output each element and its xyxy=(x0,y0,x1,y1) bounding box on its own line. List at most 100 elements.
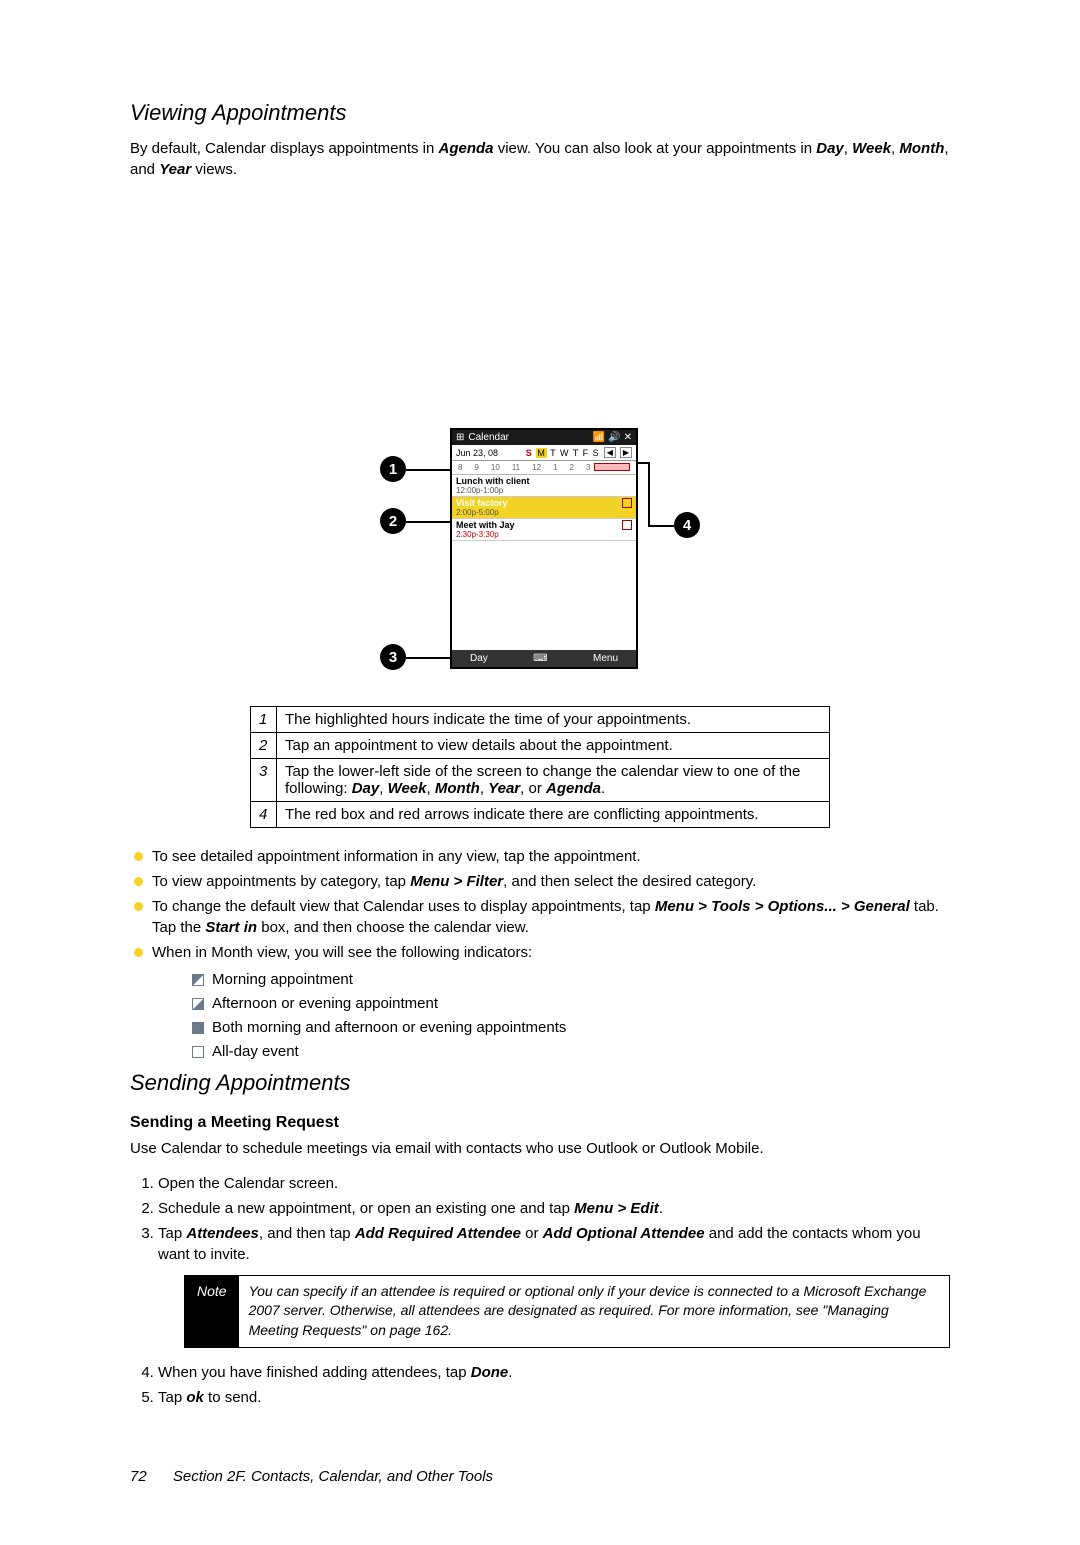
meeting-request-intro: Use Calendar to schedule meetings via em… xyxy=(130,1138,950,1159)
text: By default, Calendar displays appointmen… xyxy=(130,140,439,157)
legend-num: 2 xyxy=(251,733,277,759)
text: . xyxy=(508,1364,512,1381)
term: ok xyxy=(186,1389,204,1406)
device-titlebar: ⊞ Calendar 📶 🔊 ✕ xyxy=(452,430,636,445)
prev-arrow-icon: ◀ xyxy=(604,447,616,458)
callout-2: 2 xyxy=(380,508,406,534)
callout-line xyxy=(406,521,454,523)
conflict-icon xyxy=(622,498,632,508)
list-item: Open the Calendar screen. xyxy=(158,1173,950,1194)
term-year: Year xyxy=(159,161,191,178)
appt-2-title: Visit factory xyxy=(456,498,632,508)
text: to send. xyxy=(204,1389,262,1406)
text: , xyxy=(844,140,852,157)
text: To view appointments by category, tap xyxy=(152,873,410,890)
bullet-list: To see detailed appointment information … xyxy=(130,846,950,1064)
legend-text: The red box and red arrows indicate ther… xyxy=(277,802,830,828)
hours-highlight xyxy=(594,463,630,471)
appt-2: Visit factory 2:00p-5:00p xyxy=(452,497,636,519)
device-dow: S M T W T F S xyxy=(526,448,600,458)
windows-icon: ⊞ xyxy=(456,432,464,443)
page-number: 72 xyxy=(130,1468,147,1485)
dow-mon: M xyxy=(536,448,547,458)
list-item: To change the default view that Calendar… xyxy=(130,896,950,940)
list-item: Tap ok to send. xyxy=(158,1387,950,1408)
term-agenda: Agenda xyxy=(546,780,601,797)
term-month: Month xyxy=(435,780,480,797)
text: or xyxy=(521,1225,543,1242)
term-month: Month xyxy=(899,140,944,157)
term: Attendees xyxy=(186,1225,259,1242)
footer-section: Section 2F. Contacts, Calendar, and Othe… xyxy=(173,1468,493,1485)
term-week: Week xyxy=(388,780,427,797)
appt-1: Lunch with client 12:00p-1:00p xyxy=(452,475,636,497)
device-date: Jun 23, 08 xyxy=(456,448,498,458)
text: Schedule a new appointment, or open an e… xyxy=(158,1200,574,1217)
list-item: Tap Attendees, and then tap Add Required… xyxy=(158,1223,950,1348)
text: view. You can also look at your appointm… xyxy=(494,140,817,157)
text: , xyxy=(427,780,435,797)
list-item: Morning appointment xyxy=(192,968,950,992)
text: Both morning and afternoon or evening ap… xyxy=(212,1019,566,1036)
heading-viewing: Viewing Appointments xyxy=(130,100,950,126)
callout-line xyxy=(648,525,674,527)
text: . xyxy=(659,1200,663,1217)
term: Start in xyxy=(205,919,257,936)
hour: 12 xyxy=(532,463,541,472)
device-date-row: Jun 23, 08 S M T W T F S ◀ ▶ xyxy=(452,445,636,461)
text: All-day event xyxy=(212,1043,299,1060)
text: Tap xyxy=(158,1225,186,1242)
legend-num: 4 xyxy=(251,802,277,828)
term-week: Week xyxy=(852,140,891,157)
text: When you have finished adding attendees,… xyxy=(158,1364,471,1381)
dow-sun: S xyxy=(526,448,533,458)
heading-sending: Sending Appointments xyxy=(130,1070,950,1096)
appt-3: Meet with Jay 2:30p-3:30p xyxy=(452,519,636,541)
list-item: To view appointments by category, tap Me… xyxy=(130,871,950,893)
callout-3: 3 xyxy=(380,644,406,670)
morning-indicator-icon xyxy=(192,974,204,986)
appt-1-title: Lunch with client xyxy=(456,476,632,486)
page-footer: 72 Section 2F. Contacts, Calendar, and O… xyxy=(130,1468,950,1485)
device-screenshot: ⊞ Calendar 📶 🔊 ✕ Jun 23, 08 S M T W T F … xyxy=(450,428,638,669)
hour: 1 xyxy=(553,463,557,472)
menu-path: Menu > Edit xyxy=(574,1200,659,1217)
device-hours-row: 8 9 10 11 12 1 2 3 4 xyxy=(452,461,636,475)
figure-agenda-view: 1 2 3 4 ⊞ Calendar 📶 🔊 ✕ Jun 23, 08 xyxy=(250,428,830,696)
term-day: Day xyxy=(816,140,844,157)
note-text: You can specify if an attendee is requir… xyxy=(239,1276,949,1347)
term-day: Day xyxy=(352,780,380,797)
menu-path: Menu > Filter xyxy=(410,873,503,890)
legend-text: The highlighted hours indicate the time … xyxy=(277,707,830,733)
term: Add Optional Attendee xyxy=(543,1225,705,1242)
callout-line xyxy=(648,462,650,527)
note-label: Note xyxy=(185,1276,239,1347)
table-row: 3 Tap the lower-left side of the screen … xyxy=(251,759,830,802)
term: Add Required Attendee xyxy=(355,1225,521,1242)
conflict-icon xyxy=(622,520,632,530)
table-row: 4 The red box and red arrows indicate th… xyxy=(251,802,830,828)
list-item: Both morning and afternoon or evening ap… xyxy=(192,1016,950,1040)
hour: 10 xyxy=(491,463,500,472)
list-item: When you have finished adding attendees,… xyxy=(158,1362,950,1383)
legend-num: 3 xyxy=(251,759,277,802)
softkey-menu: Menu xyxy=(593,653,618,664)
text: To change the default view that Calendar… xyxy=(152,898,655,915)
text: box, and then choose the calendar view. xyxy=(257,919,529,936)
table-row: 1 The highlighted hours indicate the tim… xyxy=(251,707,830,733)
dow-rest: T W T F S xyxy=(550,448,600,458)
list-item: Afternoon or evening appointment xyxy=(192,992,950,1016)
subheading-meeting-request: Sending a Meeting Request xyxy=(130,1114,950,1132)
hour: 11 xyxy=(512,463,520,472)
steps-list: Open the Calendar screen. Schedule a new… xyxy=(130,1173,950,1408)
hour: 9 xyxy=(474,463,478,472)
appt-1-time: 12:00p-1:00p xyxy=(456,486,632,495)
text: , xyxy=(379,780,387,797)
softkey-day: Day xyxy=(470,653,488,664)
text: Afternoon or evening appointment xyxy=(212,995,438,1012)
text: Morning appointment xyxy=(212,971,353,988)
note-box: Note You can specify if an attendee is r… xyxy=(184,1275,950,1348)
list-item: All-day event xyxy=(192,1040,950,1064)
list-item: Schedule a new appointment, or open an e… xyxy=(158,1198,950,1219)
callout-line xyxy=(406,657,454,659)
